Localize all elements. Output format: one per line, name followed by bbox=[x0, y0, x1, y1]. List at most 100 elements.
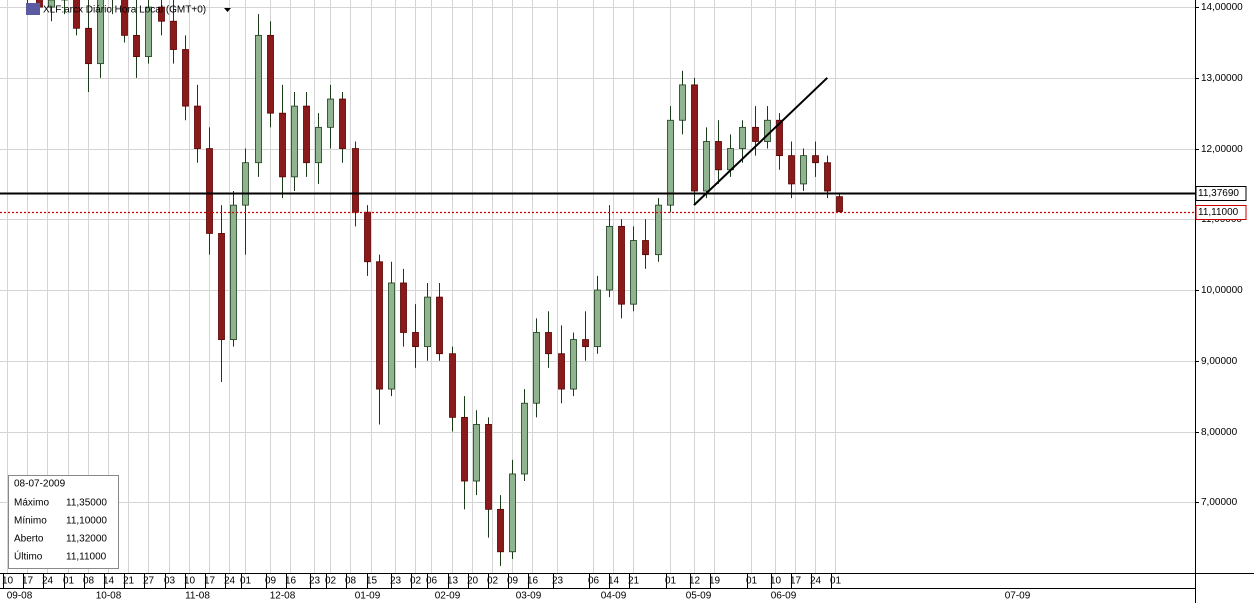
price-label-box bbox=[1195, 205, 1247, 220]
x-tick-label: 14 bbox=[103, 576, 115, 587]
x-tick-label: 03 bbox=[164, 576, 176, 587]
candle-body bbox=[715, 141, 722, 171]
candle-body bbox=[424, 296, 431, 348]
candle-body bbox=[194, 105, 201, 149]
info-box: 08-07-2009 Máximo 11,35000 Mínimo 11,10000 A… bbox=[8, 475, 119, 569]
month-label: 05-09 bbox=[686, 591, 712, 602]
info-label: Mínimo bbox=[14, 516, 47, 527]
x-tick-label: 17 bbox=[22, 576, 34, 587]
candle-body bbox=[412, 332, 419, 348]
candle-body bbox=[170, 20, 177, 50]
price-label: 11,11000 bbox=[1198, 207, 1239, 218]
chart-title[interactable]: XLF:arcx Diário Hora Local (GMT+0) bbox=[43, 5, 206, 16]
info-label: Último bbox=[14, 550, 43, 563]
x-tick-label: 01 bbox=[665, 576, 677, 587]
x-tick-label: 16 bbox=[285, 576, 297, 587]
x-tick-label: 24 bbox=[810, 576, 822, 587]
candle-body bbox=[48, 0, 55, 8]
month-label: 02-09 bbox=[435, 591, 461, 602]
candle-body bbox=[327, 98, 334, 128]
candle-body bbox=[836, 196, 843, 212]
y-tick-label: 14,00000 bbox=[1201, 2, 1243, 13]
month-label: 06-09 bbox=[771, 591, 797, 602]
candle-body bbox=[218, 233, 225, 340]
info-label: Aberto bbox=[14, 534, 44, 545]
candle-body bbox=[533, 332, 540, 404]
x-tick-label: 21 bbox=[628, 576, 640, 587]
x-tick-label: 08 bbox=[345, 576, 357, 587]
candle-body bbox=[776, 119, 783, 157]
candle-body bbox=[752, 126, 759, 142]
info-label: Máximo bbox=[14, 498, 49, 509]
candle-body bbox=[436, 296, 443, 355]
candle-body bbox=[242, 162, 249, 206]
candle-body bbox=[267, 34, 274, 114]
candle-body bbox=[339, 98, 346, 149]
candle-body bbox=[824, 162, 831, 192]
x-tick-label: 01 bbox=[240, 576, 252, 587]
header: XLF:arcx Diário Hora Local (GMT+0) bbox=[26, 3, 231, 16]
candle-body bbox=[182, 49, 189, 107]
candle-body bbox=[800, 155, 807, 185]
x-tick-label: 17 bbox=[204, 576, 216, 587]
x-tick-label: 02 bbox=[487, 576, 499, 587]
info-value: 11,11000 bbox=[66, 552, 107, 563]
month-label: 04-09 bbox=[601, 591, 627, 602]
x-tick-label: 06 bbox=[588, 576, 600, 587]
month-label: 09-08 bbox=[7, 591, 33, 602]
x-tick-label: 21 bbox=[123, 576, 135, 587]
x-tick-label: 20 bbox=[467, 576, 479, 587]
candle-body bbox=[230, 204, 237, 340]
x-tick-label: 09 bbox=[507, 576, 519, 587]
candle-body bbox=[618, 225, 625, 305]
info-box-frame bbox=[8, 475, 119, 569]
month-label: 10-08 bbox=[96, 591, 122, 602]
x-tick-label: 14 bbox=[608, 576, 620, 587]
x-tick-label: 13 bbox=[447, 576, 459, 587]
candle-body bbox=[473, 424, 480, 482]
symbol-icon[interactable] bbox=[26, 3, 40, 15]
candle-body bbox=[509, 473, 516, 553]
candle-body bbox=[85, 27, 92, 65]
candle-body bbox=[655, 204, 662, 256]
candle-body bbox=[376, 261, 383, 390]
dropdown-arrow[interactable] bbox=[224, 8, 231, 12]
x-tick-label: 24 bbox=[42, 576, 54, 587]
x-tick-label: 24 bbox=[224, 576, 236, 587]
candle-body bbox=[606, 225, 613, 291]
info-value: 11,10000 bbox=[66, 516, 107, 527]
x-tick-label: 02 bbox=[325, 576, 337, 587]
month-label: 03-09 bbox=[516, 591, 542, 602]
candle-body bbox=[158, 6, 165, 22]
candle-body bbox=[630, 240, 637, 305]
y-tick-label: 8,00000 bbox=[1201, 427, 1238, 438]
candle-body bbox=[279, 112, 286, 178]
candle-body bbox=[206, 148, 213, 234]
y-tick-label: 12,00000 bbox=[1201, 144, 1243, 155]
candle-body bbox=[642, 240, 649, 256]
y-tick-label: 13,00000 bbox=[1201, 73, 1243, 84]
month-label: 12-08 bbox=[270, 591, 296, 602]
candle-body bbox=[461, 416, 468, 482]
candle-body bbox=[364, 211, 371, 263]
candle-body bbox=[497, 508, 504, 553]
candle-body bbox=[812, 155, 819, 164]
x-tick-label: 01 bbox=[63, 576, 75, 587]
candle-body bbox=[667, 119, 674, 206]
candle-body bbox=[788, 155, 795, 185]
x-tick-label: 16 bbox=[527, 576, 539, 587]
candle-body bbox=[291, 105, 298, 178]
x-tick-label: 23 bbox=[309, 576, 321, 587]
candle-body bbox=[145, 6, 152, 57]
candle-body bbox=[352, 148, 359, 213]
candle-body bbox=[449, 353, 456, 418]
x-tick-label: 17 bbox=[790, 576, 802, 587]
candle-body bbox=[545, 332, 552, 355]
candle-body bbox=[388, 282, 395, 390]
x-tick-label: 23 bbox=[390, 576, 402, 587]
candle-body bbox=[739, 126, 746, 149]
candle-body bbox=[485, 424, 492, 510]
month-label: 01-09 bbox=[355, 591, 381, 602]
